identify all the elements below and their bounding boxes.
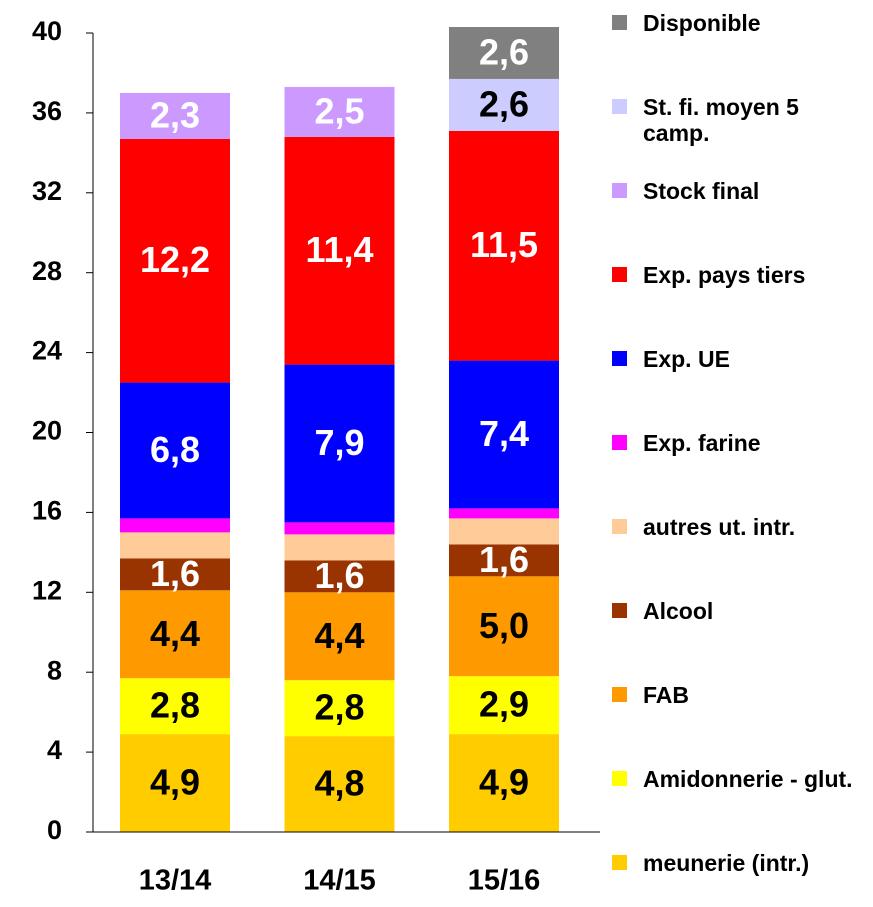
legend-label: Alcool	[643, 598, 714, 624]
data-label: 1,6	[314, 555, 364, 596]
data-label: 4,9	[479, 762, 529, 803]
legend-label: Exp. UE	[643, 346, 730, 372]
bar-segment	[120, 518, 230, 533]
x-tick-label: 13/14	[139, 865, 212, 897]
bar-segment	[284, 522, 395, 535]
legend-swatch	[612, 15, 627, 30]
legend-label: Stock final	[643, 178, 760, 204]
data-label: 2,8	[150, 685, 200, 726]
legend-swatch	[612, 771, 627, 786]
data-label: 4,8	[314, 763, 364, 804]
data-label: 2,8	[314, 687, 364, 728]
bar-segment	[449, 508, 559, 519]
bar-segment	[120, 734, 230, 832]
data-label: 4,4	[150, 613, 200, 654]
data-label: 2,6	[479, 83, 529, 124]
y-tick-label: 20	[32, 416, 62, 446]
bar-segment	[120, 92, 230, 139]
bar-segment	[284, 560, 395, 593]
bar-segment	[449, 576, 559, 677]
legend-swatch	[612, 435, 627, 450]
legend-label: Amidonnerie - glut.	[643, 766, 853, 792]
legend-label: meunerie (intr.)	[643, 850, 810, 876]
legend-label: Exp. pays tiers	[643, 262, 806, 288]
legend-swatch	[612, 519, 627, 534]
y-tick-label: 32	[32, 176, 62, 206]
bar-segment	[284, 736, 395, 832]
bar-segment	[449, 544, 559, 577]
data-label: 2,9	[479, 684, 529, 725]
bar-segment	[120, 532, 230, 559]
data-label: 11,4	[305, 229, 373, 270]
y-tick-label: 36	[32, 96, 62, 126]
y-tick-label: 0	[47, 815, 62, 845]
y-tick-label: 4	[47, 735, 62, 765]
bar-segment	[284, 680, 395, 737]
bar-segment	[120, 678, 230, 735]
legend-swatch	[612, 267, 627, 282]
y-tick-label: 28	[32, 256, 62, 286]
bar-segment	[284, 86, 395, 137]
legend-swatch	[612, 99, 627, 114]
bar-segment	[449, 518, 559, 545]
x-tick-label: 14/15	[303, 865, 376, 897]
data-label: 7,4	[479, 413, 529, 454]
bar-segment	[284, 592, 395, 681]
bar-segment	[120, 590, 230, 679]
legend-swatch	[612, 687, 627, 702]
y-tick-label: 24	[32, 336, 62, 366]
legend-label: Exp. farine	[643, 430, 761, 456]
bar-segment	[449, 78, 559, 131]
data-label: 2,5	[314, 90, 364, 131]
data-label: 2,6	[479, 31, 529, 72]
bar-segment	[449, 734, 559, 832]
legend-label: Disponible	[643, 10, 761, 36]
legend-swatch	[612, 183, 627, 198]
legend-label: autres ut. intr.	[643, 514, 796, 540]
legend-swatch	[612, 855, 627, 870]
bar-segment	[284, 136, 395, 365]
data-label: 12,2	[140, 239, 210, 280]
bar-segment	[449, 130, 559, 361]
y-tick-label: 8	[47, 655, 62, 685]
data-label: 6,8	[150, 429, 200, 470]
y-tick-label: 12	[32, 575, 62, 605]
bar-segment	[120, 558, 230, 591]
bar-segment	[449, 360, 559, 509]
data-label: 1,6	[479, 539, 529, 580]
bar-segment	[120, 382, 230, 519]
bar-segment	[449, 27, 559, 79]
data-label: 11,5	[470, 224, 538, 265]
legend-label: St. fi. moyen 5 camp.	[643, 94, 799, 146]
bar-segment	[284, 364, 395, 523]
data-label: 4,9	[150, 762, 200, 803]
data-label: 1,6	[150, 553, 200, 594]
legend-swatch	[612, 603, 627, 618]
legend-label: FAB	[643, 682, 689, 708]
y-tick-label: 40	[32, 16, 62, 46]
legend-swatch	[612, 351, 627, 366]
x-tick-label: 15/16	[468, 865, 541, 897]
y-tick-label: 16	[32, 496, 62, 526]
data-label: 7,9	[314, 422, 364, 463]
bar-segment	[284, 534, 395, 561]
bar-segment	[449, 676, 559, 735]
data-label: 4,4	[314, 615, 364, 656]
data-label: 5,0	[479, 605, 529, 646]
bar-segment	[120, 138, 230, 383]
data-label: 2,3	[150, 94, 200, 135]
